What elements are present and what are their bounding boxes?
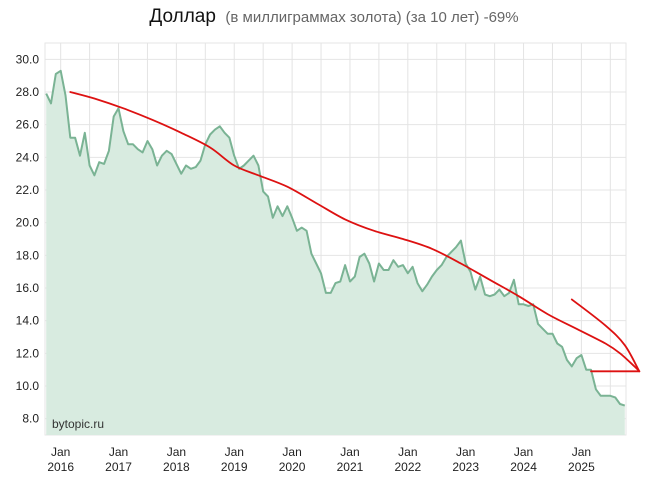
- chart-title: Доллар: [149, 6, 216, 27]
- y-tick-label-6: 20.0: [16, 216, 40, 230]
- annotation-trend-curve: [69, 91, 641, 373]
- x-tick-month-2: Jan: [167, 445, 186, 459]
- x-tick-month-4: Jan: [282, 445, 301, 459]
- x-tick-year-0: 2016: [47, 460, 74, 474]
- x-tick-year-7: 2023: [452, 460, 479, 474]
- x-tick-month-5: Jan: [340, 445, 359, 459]
- chart-subtitle: (в миллиграммах золота) (за 10 лет) -69%: [225, 9, 518, 26]
- y-tick-label-1: 10.0: [16, 379, 40, 393]
- x-tick-month-6: Jan: [398, 445, 417, 459]
- y-tick-label-2: 12.0: [16, 346, 40, 360]
- y-tick-label-9: 26.0: [16, 118, 40, 132]
- x-tick-month-1: Jan: [109, 445, 128, 459]
- y-tick-label-4: 16.0: [16, 281, 40, 295]
- y-tick-label-11: 30.0: [16, 52, 40, 66]
- x-tick-year-6: 2022: [394, 460, 421, 474]
- x-tick-year-4: 2020: [279, 460, 306, 474]
- x-tick-month-8: Jan: [514, 445, 533, 459]
- y-tick-label-10: 28.0: [16, 85, 40, 99]
- annotations: [69, 91, 641, 373]
- y-tick-label-8: 24.0: [16, 150, 40, 164]
- y-axis: 8.0 10.0 12.0 14.0 16.0 18.0 20.0 22.0 24.0 26.0 2…: [16, 52, 40, 425]
- y-tick-label-7: 22.0: [16, 183, 40, 197]
- y-tick-label-3: 14.0: [16, 314, 40, 328]
- y-tick-label-5: 18.0: [16, 248, 40, 262]
- x-axis: Jan2016Jan2017Jan2018Jan2019Jan2020Jan20…: [47, 445, 595, 474]
- y-tick-label-0: 8.0: [22, 412, 39, 426]
- series-area-fill-0: [46, 70, 625, 436]
- x-tick-year-5: 2021: [337, 460, 364, 474]
- chart-title-group: Доллар (в миллиграммах золота) (за 10 ле…: [149, 6, 518, 27]
- series-area: [45, 69, 626, 436]
- series-line-0: [45, 69, 626, 407]
- x-tick-month-0: Jan: [51, 445, 70, 459]
- annotation-arrow-upper: [570, 298, 641, 373]
- x-tick-month-9: Jan: [572, 445, 591, 459]
- watermark: bytopic.ru: [52, 417, 104, 431]
- x-tick-month-7: Jan: [456, 445, 475, 459]
- x-tick-year-8: 2024: [510, 460, 537, 474]
- x-tick-month-3: Jan: [225, 445, 244, 459]
- x-tick-year-3: 2019: [221, 460, 248, 474]
- x-tick-year-9: 2025: [568, 460, 595, 474]
- x-tick-year-1: 2017: [105, 460, 132, 474]
- x-tick-year-2: 2018: [163, 460, 190, 474]
